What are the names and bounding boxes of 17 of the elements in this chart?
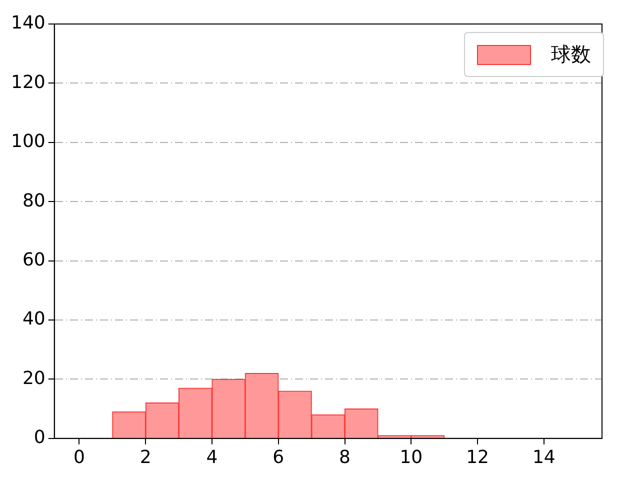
x-tick-label: 4 xyxy=(206,446,218,468)
y-tick-label: 20 xyxy=(22,368,46,389)
legend-label: 球数 xyxy=(551,41,591,68)
x-tick-label: 12 xyxy=(466,446,489,468)
x-tick-label: 14 xyxy=(532,446,556,468)
y-tick-label: 0 xyxy=(34,427,46,448)
y-tick-label: 120 xyxy=(10,72,46,93)
y-tick-label: 60 xyxy=(22,249,46,270)
x-tick-label: 0 xyxy=(74,446,85,468)
x-tick-label: 8 xyxy=(339,446,350,468)
y-tick-label: 100 xyxy=(10,131,46,152)
x-tick-label: 6 xyxy=(272,446,284,468)
x-tick-label: 2 xyxy=(140,446,152,468)
x-tick-label: 10 xyxy=(400,446,423,468)
y-tick-label: 80 xyxy=(22,190,46,212)
y-tick-label: 40 xyxy=(22,308,46,330)
y-tick-label: 140 xyxy=(10,12,46,34)
